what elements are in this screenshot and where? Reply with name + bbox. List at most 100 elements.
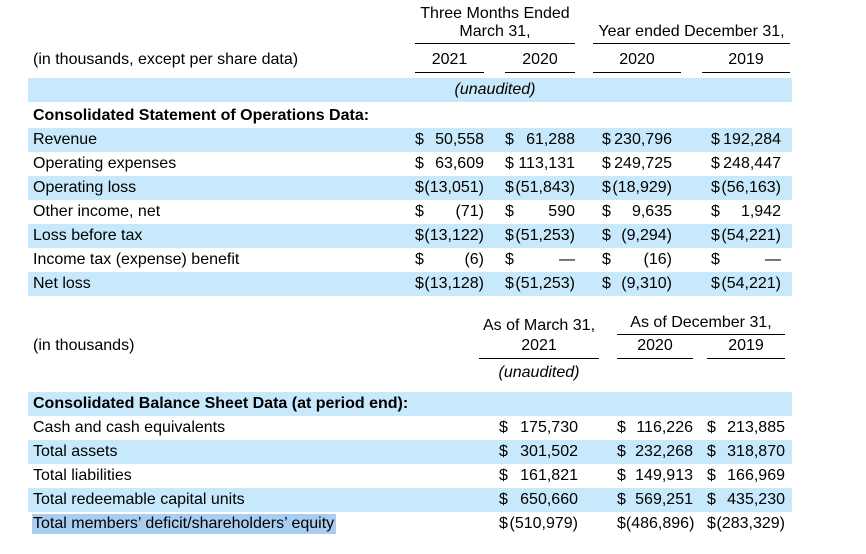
selected-text-highlight: Total members’ deficit/shareholders’ equ… bbox=[32, 514, 337, 534]
balance-group-header-row: As of March 31, As of December 31, bbox=[28, 314, 792, 335]
amount: (51,843) bbox=[515, 179, 575, 196]
unaudited-label: (unaudited) bbox=[454, 81, 536, 98]
column-as-of-march: As of March 31, bbox=[482, 317, 596, 334]
currency-symbol: $ bbox=[711, 203, 720, 220]
money-cell: $650,660 bbox=[479, 491, 599, 509]
currency-symbol: $ bbox=[505, 179, 514, 196]
money-cell: $161,821 bbox=[479, 467, 599, 485]
amount: 248,447 bbox=[723, 155, 781, 172]
money-cell: $ (510,979) bbox=[479, 515, 599, 533]
currency-symbol: $ bbox=[602, 155, 611, 172]
money-cell: $230,796 bbox=[593, 131, 681, 149]
currency-symbol: $ bbox=[711, 251, 720, 268]
amount: 63,609 bbox=[435, 155, 484, 172]
money-cell: $ (283,329) bbox=[707, 515, 785, 533]
amount: 1,942 bbox=[740, 203, 781, 220]
currency-symbol: $ bbox=[711, 131, 720, 148]
currency-symbol: $ bbox=[602, 227, 611, 244]
amount: (6) bbox=[464, 251, 484, 268]
table-row: Operating expenses $63,609 $113,131 $249… bbox=[28, 152, 792, 176]
money-cell: $569,251 bbox=[617, 491, 693, 509]
currency-symbol: $ bbox=[505, 251, 514, 268]
year-column-header: 2019 bbox=[702, 51, 790, 73]
group-title: Year ended December 31, bbox=[598, 23, 785, 40]
operations-table: Three Months Ended March 31, Year ended … bbox=[28, 5, 792, 296]
table-row: Total redeemable capital units $650,660 … bbox=[28, 488, 792, 512]
money-cell: $ (18,929) bbox=[593, 179, 681, 197]
currency-symbol: $ bbox=[711, 227, 720, 244]
amount: 50,558 bbox=[435, 131, 484, 148]
row-label: Operating loss bbox=[33, 179, 137, 196]
year-column-header: 2021 bbox=[479, 337, 599, 359]
currency-symbol: $ bbox=[602, 203, 611, 220]
amount: — bbox=[559, 251, 575, 268]
money-cell: $435,230 bbox=[707, 491, 785, 509]
currency-symbol: $ bbox=[707, 467, 716, 484]
currency-symbol: $ bbox=[505, 275, 514, 292]
group-title-line1: Three Months Ended bbox=[420, 5, 570, 22]
currency-symbol: $ bbox=[602, 275, 611, 292]
row-label: Total redeemable capital units bbox=[33, 491, 245, 508]
amount: 650,660 bbox=[520, 491, 578, 508]
operations-group-header-row: Three Months Ended March 31, Year ended … bbox=[28, 5, 792, 44]
currency-symbol: $ bbox=[617, 419, 626, 436]
amount: 230,796 bbox=[614, 131, 672, 148]
money-cell: $590 bbox=[505, 203, 575, 221]
currency-symbol: $ bbox=[499, 419, 508, 436]
balance-section-heading-row: Consolidated Balance Sheet Data (at peri… bbox=[28, 392, 792, 416]
money-cell: $ (16) bbox=[593, 251, 681, 269]
money-cell: $1,942 bbox=[702, 203, 790, 221]
money-cell: $50,558 bbox=[415, 131, 484, 149]
table-row: Other income, net $ (71) $590 $9,635 $1,9… bbox=[28, 200, 792, 224]
column-group-as-of-december: As of December 31, bbox=[617, 314, 785, 335]
money-cell: $ — bbox=[702, 251, 790, 269]
row-label: Total liabilities bbox=[33, 467, 132, 484]
amount: (54,221) bbox=[721, 227, 781, 244]
table-row: Total liabilities $161,821 $149,913 $166… bbox=[28, 464, 792, 488]
money-cell: $ (54,221) bbox=[702, 227, 790, 245]
column-group-year-ended: Year ended December 31, bbox=[593, 23, 790, 44]
year-column-header: 2020 bbox=[617, 337, 693, 359]
table-row: Revenue $50,558 $61,288 $230,796 $192,28… bbox=[28, 128, 792, 152]
money-cell: $166,969 bbox=[707, 467, 785, 485]
amount: (9,310) bbox=[621, 275, 672, 292]
amount: (51,253) bbox=[515, 275, 575, 292]
amount: (71) bbox=[455, 203, 484, 220]
balance-sheet-table: As of March 31, As of December 31, (in t… bbox=[28, 314, 792, 536]
row-header-label: (in thousands, except per share data) bbox=[33, 51, 299, 68]
money-cell: $ — bbox=[505, 251, 575, 269]
unaudited-label: (unaudited) bbox=[498, 363, 580, 381]
money-cell: $248,447 bbox=[702, 155, 790, 173]
amount: (486,896) bbox=[625, 515, 695, 532]
row-label: Revenue bbox=[33, 131, 98, 148]
amount: 61,288 bbox=[526, 131, 575, 148]
currency-symbol: $ bbox=[415, 179, 424, 196]
year-column-header: 2019 bbox=[707, 337, 785, 359]
money-cell: $175,730 bbox=[479, 419, 599, 437]
currency-symbol: $ bbox=[707, 443, 716, 460]
row-label: Income tax (expense) benefit bbox=[33, 251, 240, 268]
money-cell: $ (51,843) bbox=[505, 179, 575, 197]
amount: (13,122) bbox=[424, 227, 484, 244]
amount: 192,284 bbox=[723, 131, 781, 148]
amount: (510,979) bbox=[509, 515, 579, 532]
amount: 113,131 bbox=[518, 155, 575, 172]
table-row: Operating loss $ (13,051) $ (51,843) $ (18,… bbox=[28, 176, 792, 200]
unaudited-row: (unaudited) bbox=[28, 78, 792, 102]
amount: 318,870 bbox=[727, 443, 785, 460]
amount: 9,635 bbox=[631, 203, 672, 220]
currency-symbol: $ bbox=[415, 227, 424, 244]
year-column-header: 2021 bbox=[415, 51, 484, 73]
currency-symbol: $ bbox=[602, 131, 611, 148]
table-row: Total members’ deficit/shareholders’ equ… bbox=[28, 512, 792, 536]
row-label: Total members’ deficit/shareholders’ equ… bbox=[28, 514, 479, 534]
currency-symbol: $ bbox=[499, 515, 508, 532]
amount: (54,221) bbox=[721, 275, 781, 292]
currency-symbol: $ bbox=[505, 155, 514, 172]
currency-symbol: $ bbox=[711, 179, 720, 196]
currency-symbol: $ bbox=[707, 419, 716, 436]
amount: 590 bbox=[548, 203, 575, 220]
amount: 166,969 bbox=[727, 467, 785, 484]
table-row: Total assets $301,502 $232,268 $318,870 bbox=[28, 440, 792, 464]
money-cell: $149,913 bbox=[617, 467, 693, 485]
